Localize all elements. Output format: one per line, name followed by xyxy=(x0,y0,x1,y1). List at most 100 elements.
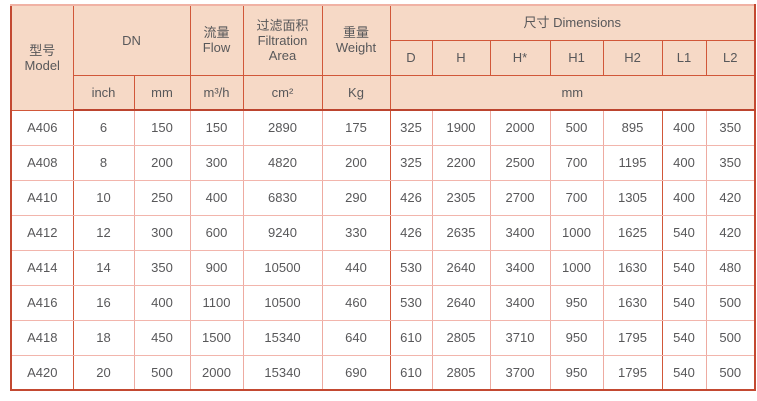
cell-dim-l1: 540 xyxy=(661,284,707,321)
table-row: A406 6 150 150 2890 175 325 1900 2000 50… xyxy=(10,109,756,146)
cell-dim-h2: 1795 xyxy=(602,319,663,356)
header-dn: DN xyxy=(72,4,191,76)
cell-dim-d: 530 xyxy=(389,284,433,321)
table-row: A408 8 200 300 4820 200 325 2200 2500 70… xyxy=(10,144,756,181)
cell-dim-h: 2305 xyxy=(431,179,491,216)
cell-weight: 200 xyxy=(321,144,391,181)
spec-table-container: 型号 Model DN 流量 Flow 过滤面积 Filtration Area… xyxy=(10,4,757,391)
cell-dim-h1: 950 xyxy=(549,319,604,356)
cell-flow: 600 xyxy=(189,214,244,251)
cell-weight: 290 xyxy=(321,179,391,216)
cell-dn-inch: 16 xyxy=(72,284,135,321)
header-row-dims: D H H* H1 H2 L1 L2 xyxy=(11,39,756,76)
cell-dn-mm: 400 xyxy=(133,284,191,321)
cell-dim-hstar: 2000 xyxy=(489,109,551,146)
cell-model: A410 xyxy=(10,179,74,216)
header-unit-weight: Kg xyxy=(321,74,391,111)
cell-dim-hstar: 3710 xyxy=(489,319,551,356)
cell-dim-d: 610 xyxy=(389,319,433,356)
cell-dim-hstar: 2500 xyxy=(489,144,551,181)
cell-model: A420 xyxy=(10,354,74,391)
cell-weight: 330 xyxy=(321,214,391,251)
cell-dim-h2: 1630 xyxy=(602,249,663,286)
cell-dim-h1: 1000 xyxy=(549,214,604,251)
cell-model: A408 xyxy=(10,144,74,181)
cell-dim-h: 2200 xyxy=(431,144,491,181)
header-unit-flow: m³/h xyxy=(189,74,244,111)
cell-dim-l2: 500 xyxy=(705,354,756,391)
header-dim-d: D xyxy=(389,39,433,76)
cell-filtration-area: 15340 xyxy=(242,319,323,356)
cell-dim-h1: 500 xyxy=(549,109,604,146)
table-row: A418 18 450 1500 15340 640 610 2805 3710… xyxy=(10,319,756,356)
header-flow: 流量 Flow xyxy=(189,4,244,76)
cell-dn-inch: 12 xyxy=(72,214,135,251)
cell-dim-hstar: 3400 xyxy=(489,284,551,321)
table-row: A414 14 350 900 10500 440 530 2640 3400 … xyxy=(10,249,756,286)
cell-dim-h1: 950 xyxy=(549,354,604,391)
cell-dim-l1: 400 xyxy=(661,179,707,216)
cell-dim-l1: 540 xyxy=(661,354,707,391)
cell-dim-h1: 950 xyxy=(549,284,604,321)
cell-filtration-area: 9240 xyxy=(242,214,323,251)
cell-filtration-area: 2890 xyxy=(242,109,323,146)
cell-dim-l1: 540 xyxy=(661,319,707,356)
cell-filtration-area: 15340 xyxy=(242,354,323,391)
cell-dim-l1: 400 xyxy=(661,109,707,146)
cell-dim-h: 1900 xyxy=(431,109,491,146)
header-model: 型号 Model xyxy=(10,4,74,111)
cell-model: A412 xyxy=(10,214,74,251)
cell-dim-h2: 1195 xyxy=(602,144,663,181)
cell-dn-inch: 18 xyxy=(72,319,135,356)
cell-dim-h1: 700 xyxy=(549,144,604,181)
cell-dim-h: 2640 xyxy=(431,249,491,286)
header-dim-h2: H2 xyxy=(602,39,663,76)
cell-dim-d: 426 xyxy=(389,214,433,251)
table-body: A406 6 150 150 2890 175 325 1900 2000 50… xyxy=(10,109,756,391)
table-row: A410 10 250 400 6830 290 426 2305 2700 7… xyxy=(10,179,756,216)
header-row-top: 型号 Model DN 流量 Flow 过滤面积 Filtration Area… xyxy=(10,4,756,111)
cell-filtration-area: 6830 xyxy=(242,179,323,216)
cell-dim-h: 2635 xyxy=(431,214,491,251)
header-unit-mm: mm xyxy=(133,74,191,111)
cell-dn-inch: 20 xyxy=(72,354,135,391)
cell-dim-d: 325 xyxy=(389,109,433,146)
cell-dim-h1: 1000 xyxy=(549,249,604,286)
cell-dim-l2: 500 xyxy=(705,319,756,356)
header-dim-hstar: H* xyxy=(489,39,551,76)
table-header: 型号 Model DN 流量 Flow 过滤面积 Filtration Area… xyxy=(10,4,756,111)
cell-model: A414 xyxy=(10,249,74,286)
cell-dim-l1: 540 xyxy=(661,214,707,251)
cell-dim-h2: 1625 xyxy=(602,214,663,251)
cell-model: A406 xyxy=(10,109,74,146)
cell-dim-d: 325 xyxy=(389,144,433,181)
cell-dim-d: 610 xyxy=(389,354,433,391)
cell-flow: 1500 xyxy=(189,319,244,356)
cell-dn-mm: 150 xyxy=(133,109,191,146)
cell-dim-l2: 350 xyxy=(705,109,756,146)
header-row-units: inch mm m³/h cm² Kg mm xyxy=(11,74,756,111)
cell-weight: 175 xyxy=(321,109,391,146)
cell-flow: 150 xyxy=(189,109,244,146)
cell-dim-h1: 700 xyxy=(549,179,604,216)
cell-dn-mm: 300 xyxy=(133,214,191,251)
header-dimensions: 尺寸 Dimensions xyxy=(389,4,756,41)
header-unit-area: cm² xyxy=(242,74,323,111)
header-unit-dim: mm xyxy=(389,74,756,111)
header-dim-h: H xyxy=(431,39,491,76)
cell-flow: 900 xyxy=(189,249,244,286)
cell-dim-d: 426 xyxy=(389,179,433,216)
cell-dim-l1: 400 xyxy=(661,144,707,181)
cell-weight: 690 xyxy=(321,354,391,391)
cell-dn-inch: 6 xyxy=(72,109,135,146)
cell-filtration-area: 4820 xyxy=(242,144,323,181)
table-row: A420 20 500 2000 15340 690 610 2805 3700… xyxy=(10,354,756,391)
cell-dn-inch: 10 xyxy=(72,179,135,216)
cell-dim-hstar: 3700 xyxy=(489,354,551,391)
cell-dim-h2: 895 xyxy=(602,109,663,146)
cell-dim-l1: 540 xyxy=(661,249,707,286)
cell-dim-l2: 350 xyxy=(705,144,756,181)
cell-model: A416 xyxy=(10,284,74,321)
header-filtration-area: 过滤面积 Filtration Area xyxy=(242,4,323,76)
cell-dim-l2: 420 xyxy=(705,179,756,216)
